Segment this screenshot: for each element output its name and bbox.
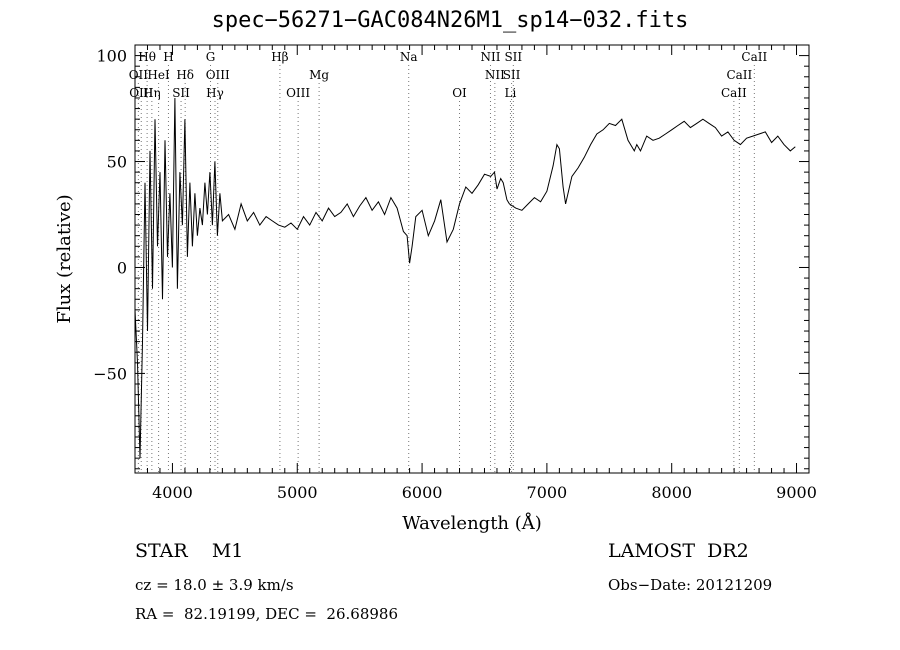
line-label: Hη xyxy=(143,86,161,100)
line-label: OIII xyxy=(286,86,310,100)
y-axis-label: Flux (relative) xyxy=(54,194,75,323)
line-label: CaII xyxy=(726,68,752,82)
spectrum-line xyxy=(134,97,796,459)
survey-name: LAMOST DR2 xyxy=(608,540,749,562)
line-label: Hγ xyxy=(206,86,224,100)
line-label: CaII xyxy=(741,50,767,64)
line-label: SII xyxy=(172,86,190,100)
object-class: STAR M1 xyxy=(135,540,244,562)
coordinates: RA = 82.19199, DEC = 26.68986 xyxy=(135,605,399,623)
line-label: CaII xyxy=(721,86,747,100)
line-label: NII xyxy=(485,68,505,82)
plot-frame xyxy=(134,44,810,474)
y-tick-label: 0 xyxy=(117,258,127,277)
y-tick-label: −50 xyxy=(93,364,127,383)
line-label: OII xyxy=(129,68,149,82)
line-label: OIII xyxy=(206,68,230,82)
line-label: HeI xyxy=(147,68,170,82)
x-tick-label: 4000 xyxy=(152,483,193,502)
line-label: Li xyxy=(505,86,517,100)
x-tick-label: 8000 xyxy=(651,483,692,502)
spectrum-layer xyxy=(134,97,796,459)
observation-date: Obs−Date: 20121209 xyxy=(608,576,773,594)
line-label: H xyxy=(163,50,173,64)
spectral-line-markers xyxy=(137,65,755,473)
x-tick-label: 5000 xyxy=(277,483,318,502)
line-label: Na xyxy=(400,50,418,64)
line-label: G xyxy=(206,50,216,64)
x-tick-label: 7000 xyxy=(527,483,568,502)
line-label: NII xyxy=(480,50,500,64)
line-label: SII xyxy=(504,50,522,64)
x-tick-labels: 4000 5000 6000 7000 8000 9000 xyxy=(152,483,817,502)
x-tick-label: 9000 xyxy=(776,483,817,502)
line-label: Hβ xyxy=(271,50,288,64)
y-tick-label: 50 xyxy=(107,153,127,172)
x-axis-label: Wavelength (Å) xyxy=(402,512,542,534)
line-label: SII xyxy=(503,68,521,82)
y-tick-label: 100 xyxy=(96,47,127,66)
line-label: Hδ xyxy=(176,68,194,82)
line-label: Hθ xyxy=(138,50,156,64)
chart-title: spec−56271−GAC084N26M1_sp14−032.fits xyxy=(211,8,689,33)
y-tick-labels: −50 0 50 100 xyxy=(93,47,127,384)
line-label: OI xyxy=(452,86,467,100)
x-tick-label: 6000 xyxy=(402,483,443,502)
axis-ticks xyxy=(134,44,810,473)
line-label: OIII xyxy=(129,86,153,100)
redshift-info: cz = 18.0 ± 3.9 km/s xyxy=(135,576,294,594)
line-label: Mg xyxy=(309,68,329,82)
